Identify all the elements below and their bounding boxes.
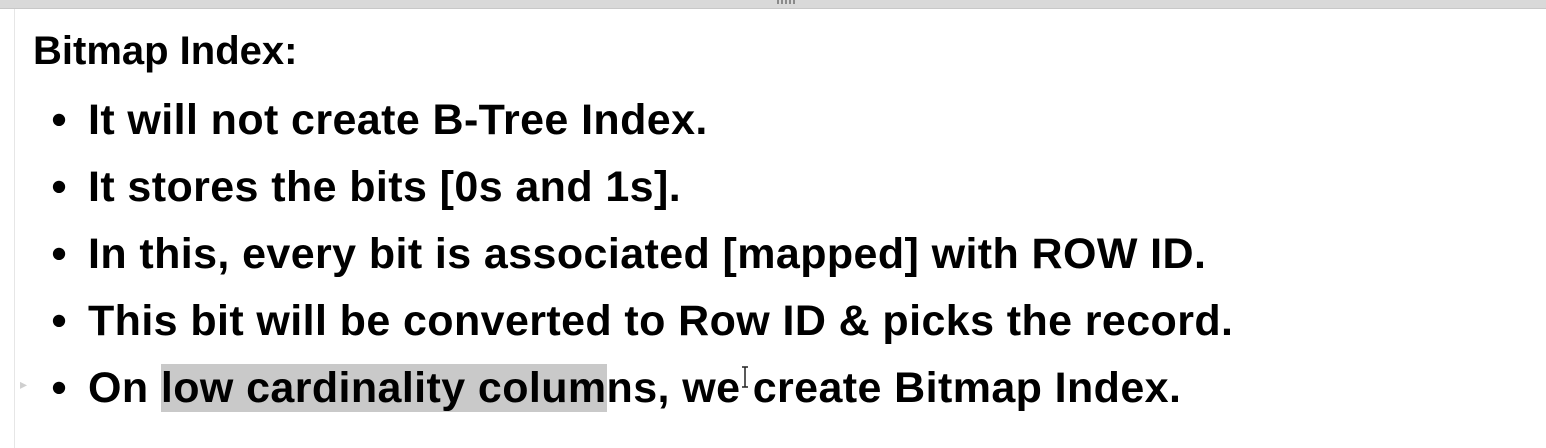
bullet-list: • It will not create B-Tree Index. • It … — [0, 95, 1546, 430]
bullet-dot-icon: • — [51, 163, 67, 211]
bullet-text-end: ns, we create Bitmap Index. — [606, 364, 1182, 412]
bullet-dot-icon: • — [51, 297, 67, 345]
bullet-item: • This bit will be converted to Row ID &… — [0, 296, 1546, 363]
bullet-item: • In this, every bit is associated [mapp… — [0, 229, 1546, 296]
bullet-text-start: On — [88, 364, 161, 412]
bullet-item: • It will not create B-Tree Index. — [0, 95, 1546, 162]
left-margin-line — [14, 9, 15, 448]
bullet-text: It will not create B-Tree Index. — [88, 96, 708, 144]
bullet-item: • It stores the bits [0s and 1s]. — [0, 162, 1546, 229]
selected-text-highlight[interactable]: low cardinality colum — [160, 364, 607, 412]
resize-grip-icon[interactable] — [777, 0, 797, 4]
bullet-dot-icon: • — [51, 230, 67, 278]
bullet-text: It stores the bits [0s and 1s]. — [88, 163, 682, 211]
bullet-text: In this, every bit is associated [mapped… — [88, 230, 1207, 278]
section-heading: Bitmap Index: — [33, 29, 298, 73]
bullet-text: This bit will be converted to Row ID & p… — [88, 297, 1234, 345]
bullet-text[interactable]: On low cardinality columns, we create Bi… — [88, 363, 1181, 413]
bullet-dot-icon: • — [51, 364, 67, 412]
bullet-dot-icon: • — [51, 96, 67, 144]
play-marker-icon: ▸ — [20, 377, 28, 393]
text-cursor-icon — [742, 366, 748, 388]
bullet-item: • On low cardinality columns, we create … — [0, 363, 1546, 430]
window-top-bar[interactable] — [0, 0, 1546, 9]
